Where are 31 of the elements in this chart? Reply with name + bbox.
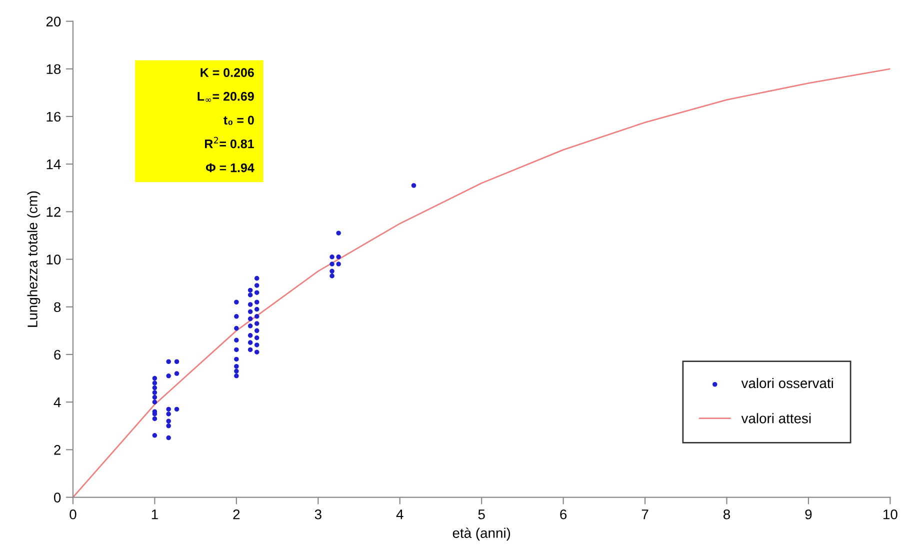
x-tick-label: 0	[70, 509, 76, 520]
x-tick-label: 2	[233, 509, 240, 520]
legend-label: valori attesi	[741, 413, 811, 424]
y-tick-label: 8	[54, 302, 61, 312]
y-tick-label: 16	[46, 112, 61, 122]
x-tick-label: 5	[478, 510, 485, 520]
y-tick-label: 18	[46, 64, 61, 74]
x-tick-label: 1	[152, 510, 158, 520]
annotation: Φ = 1.94	[206, 163, 254, 172]
x-tick-label: 8	[723, 509, 730, 520]
y-tick-label: 6	[54, 350, 61, 360]
annotation: t₀ = 0	[224, 116, 254, 125]
y-tick-label: 12	[46, 207, 60, 217]
x-tick-label: 3	[314, 509, 322, 520]
y-tick-label: 10	[46, 254, 61, 264]
y-tick-label: 2	[54, 445, 60, 455]
annotation: L$_{∞}$= 20.69	[198, 92, 254, 102]
x-tick-label: 10	[884, 509, 898, 520]
y-tick-label: 4	[54, 398, 61, 408]
y-tick-label: 0	[54, 492, 61, 502]
annotation: K = 0.206	[200, 68, 254, 77]
x-tick-label: 7	[642, 510, 648, 520]
x-tick-label: 4	[396, 510, 404, 520]
y-axis-title: Lunghezza totale (cm)	[27, 191, 40, 327]
y-tick-label: 20	[46, 16, 61, 26]
x-tick-label: 6	[560, 509, 567, 520]
x-tick-label: 9	[805, 509, 812, 520]
x-axis-title: età (anni)	[452, 528, 510, 541]
legend-label: valori osservati	[741, 378, 833, 388]
y-tick-label: 14	[46, 160, 61, 170]
annotation: R$^{2}$= 0.81	[204, 136, 254, 148]
